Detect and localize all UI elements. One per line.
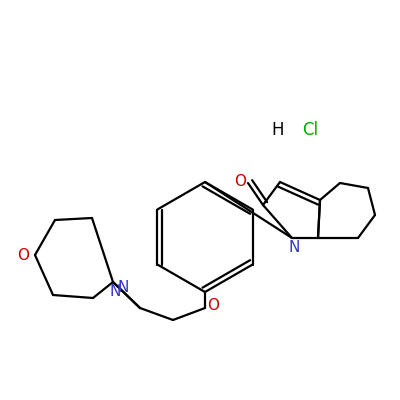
Text: O: O — [207, 298, 219, 314]
Text: N: N — [117, 280, 129, 294]
Text: O: O — [234, 174, 246, 188]
Text: N: N — [109, 284, 121, 300]
Text: O: O — [17, 248, 29, 262]
Text: Cl: Cl — [302, 121, 318, 139]
Text: N: N — [288, 240, 300, 256]
Text: H: H — [272, 121, 284, 139]
